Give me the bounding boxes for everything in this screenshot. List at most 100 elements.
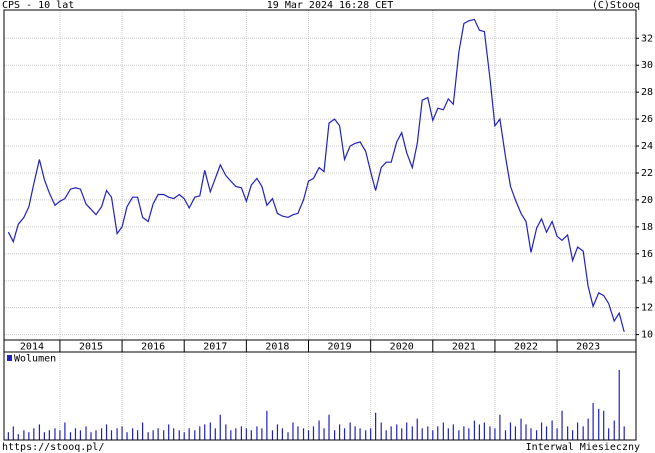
volume-bar bbox=[292, 422, 294, 440]
volume-bar bbox=[401, 428, 403, 440]
volume-bar bbox=[416, 418, 418, 440]
header-right: (C)Stooq bbox=[592, 0, 640, 11]
volume-bar bbox=[230, 430, 232, 440]
volume-bar bbox=[95, 430, 97, 440]
x-tick-label: 2014 bbox=[20, 342, 44, 353]
volume-bar bbox=[468, 428, 470, 440]
x-tick-label: 2018 bbox=[265, 342, 289, 353]
y-tick-label: 14 bbox=[641, 276, 653, 287]
volume-bar bbox=[535, 430, 538, 440]
volume-bar bbox=[54, 428, 56, 440]
volume-bar bbox=[271, 430, 274, 440]
volume-bar bbox=[245, 428, 247, 440]
volume-bar bbox=[328, 414, 330, 440]
volume-bar bbox=[608, 428, 610, 440]
volume-bar bbox=[69, 432, 72, 440]
volume-bar bbox=[380, 422, 382, 440]
volume-bar bbox=[504, 430, 507, 440]
volume-bar bbox=[365, 430, 367, 440]
volume-bar bbox=[307, 430, 310, 440]
volume-bar bbox=[209, 422, 211, 440]
legend-swatch bbox=[7, 355, 12, 361]
volume-bar bbox=[603, 410, 605, 440]
volume-bar bbox=[478, 424, 480, 440]
x-tick-label: 2019 bbox=[328, 342, 352, 353]
volume-bar bbox=[483, 422, 485, 440]
volume-bar bbox=[43, 432, 45, 440]
volume-bar bbox=[297, 426, 299, 440]
footer-right: Interwal Miesieczny bbox=[526, 442, 640, 453]
volume-bar bbox=[64, 422, 66, 440]
volume-bar bbox=[545, 426, 548, 440]
volume-bar bbox=[152, 430, 154, 440]
volume-bar bbox=[214, 428, 216, 440]
volume-bar bbox=[17, 434, 19, 440]
y-tick-label: 30 bbox=[641, 60, 653, 71]
volume-bar bbox=[598, 408, 600, 440]
y-tick-label: 20 bbox=[641, 195, 653, 206]
volume-bar bbox=[442, 422, 444, 440]
price-line bbox=[7, 18, 625, 333]
volume-bar bbox=[235, 428, 237, 440]
volume-bar bbox=[28, 432, 30, 440]
volume-bar bbox=[281, 428, 284, 440]
volume-bar bbox=[427, 426, 429, 440]
volume-bar bbox=[406, 422, 408, 440]
volume-bar bbox=[587, 418, 589, 440]
volume-bar bbox=[323, 428, 325, 440]
y-tick-label: 22 bbox=[641, 168, 653, 179]
volume-bar bbox=[437, 426, 439, 440]
y-tick-label: 28 bbox=[641, 87, 653, 98]
volume-bar bbox=[183, 432, 185, 440]
volume-bar bbox=[116, 428, 118, 440]
volume-bar bbox=[556, 428, 558, 440]
volume-bar bbox=[396, 424, 398, 440]
volume-bar bbox=[85, 426, 87, 440]
volume-bar bbox=[520, 418, 522, 440]
volume-bar bbox=[276, 424, 279, 440]
volume-bar bbox=[199, 426, 201, 440]
volume-bar bbox=[163, 430, 165, 440]
volume-bar bbox=[90, 432, 92, 440]
x-tick-label: 2017 bbox=[203, 342, 227, 353]
y-tick-label: 12 bbox=[641, 303, 653, 314]
volume-bar bbox=[572, 430, 574, 440]
volume-bar bbox=[334, 430, 336, 440]
volume-bar bbox=[613, 420, 615, 440]
volume-bar bbox=[499, 414, 501, 440]
x-tick-label: 2015 bbox=[79, 342, 103, 353]
volume-frame bbox=[3, 351, 637, 441]
volume-bar bbox=[132, 428, 134, 440]
volume-bar bbox=[514, 426, 517, 440]
volume-bar bbox=[312, 426, 315, 440]
volume-bar bbox=[494, 428, 496, 440]
volume-bar bbox=[432, 430, 434, 440]
volume-bar bbox=[79, 430, 82, 440]
volume-bar bbox=[359, 428, 361, 440]
volume-bar bbox=[458, 430, 460, 440]
volume-bar bbox=[375, 412, 377, 440]
x-tick-label: 2023 bbox=[576, 342, 600, 353]
volume-bar bbox=[147, 432, 149, 440]
volume-bar bbox=[250, 430, 252, 440]
y-tick-label: 26 bbox=[641, 114, 653, 125]
volume-bar bbox=[489, 426, 491, 440]
volume-bar bbox=[126, 432, 128, 440]
volume-bar bbox=[157, 428, 159, 440]
volume-bar bbox=[530, 428, 532, 440]
volume-bar bbox=[576, 422, 579, 440]
volume-bar bbox=[349, 422, 351, 440]
legend-label: Wolumen bbox=[14, 354, 56, 365]
volume-bar bbox=[100, 428, 103, 440]
volume-bar bbox=[370, 428, 372, 440]
volume-bar bbox=[225, 424, 227, 440]
volume-bar bbox=[168, 424, 170, 440]
volume-bar bbox=[261, 428, 263, 440]
volume-bar bbox=[354, 426, 356, 440]
y-tick-label: 18 bbox=[641, 222, 653, 233]
volume-bar bbox=[540, 422, 543, 440]
volume-bar bbox=[338, 424, 341, 440]
